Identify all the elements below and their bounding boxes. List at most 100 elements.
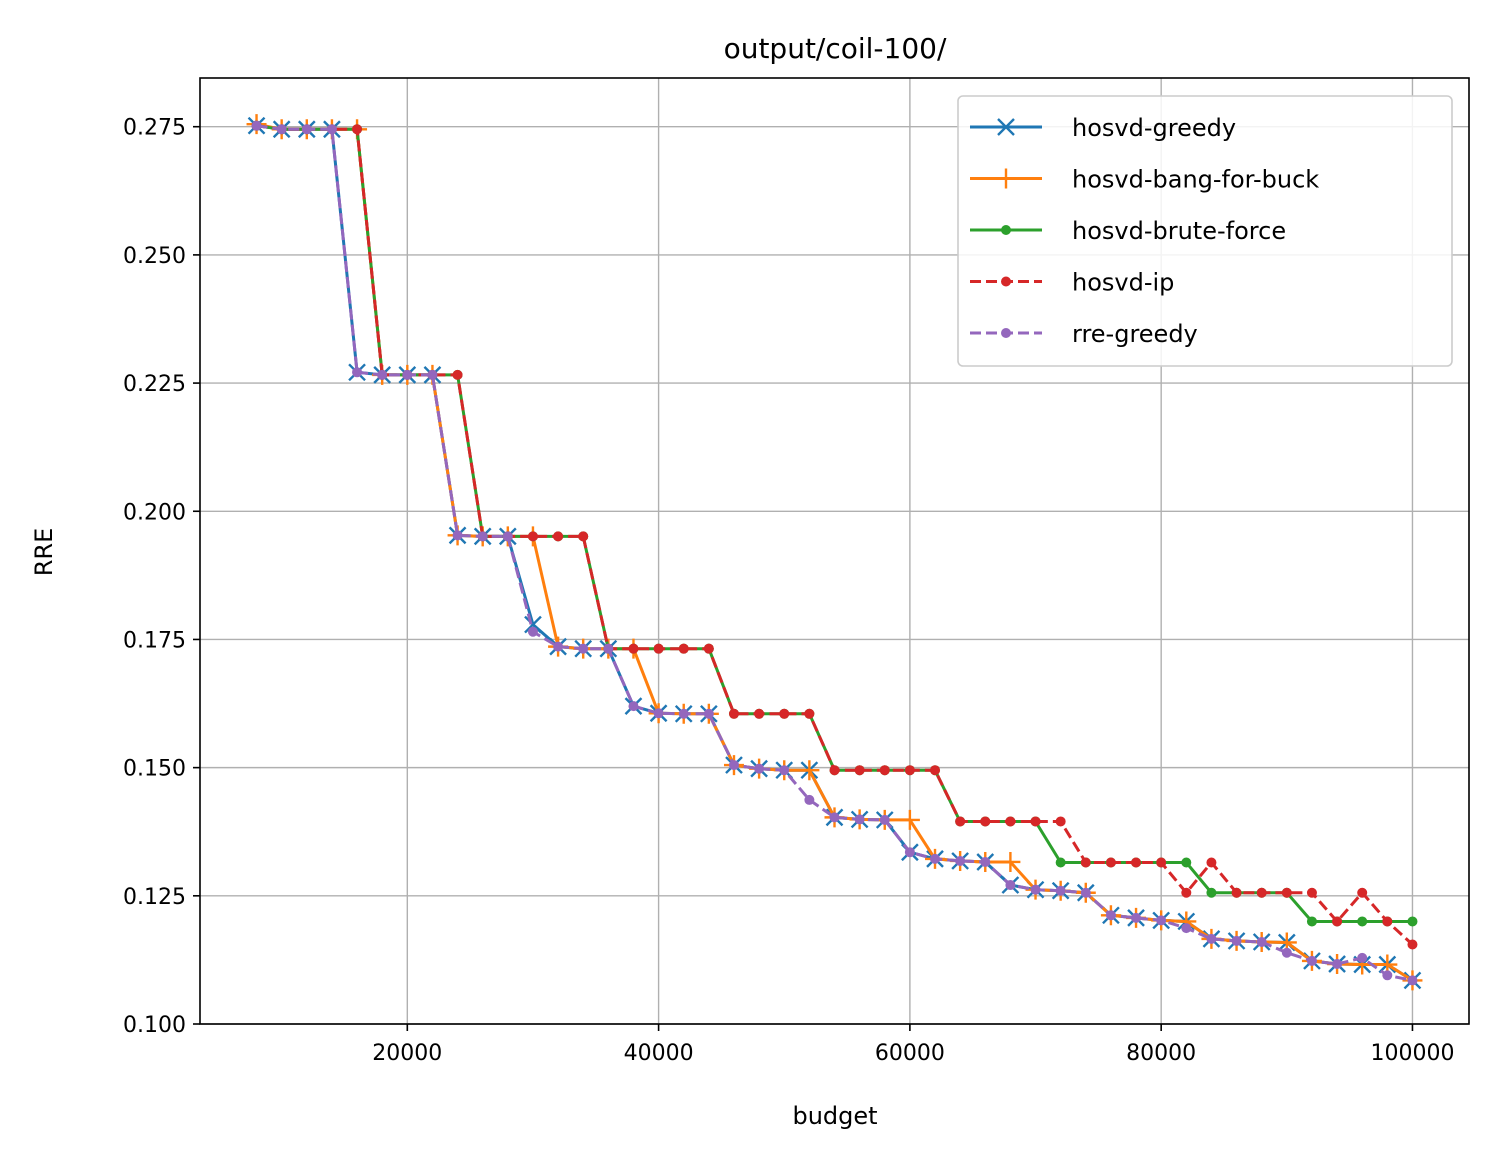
legend-box (957, 95, 1453, 367)
data-point-hosvd-ip (1131, 857, 1142, 868)
data-point-hosvd-ip (829, 765, 840, 776)
data-point-hosvd-ip (1206, 857, 1217, 868)
data-point-rre-greedy (402, 369, 413, 380)
y-tick-label: 0.250 (123, 244, 186, 269)
y-axis-label: RRE (30, 528, 58, 577)
data-point-hosvd-ip (653, 643, 664, 654)
data-point-rre-greedy (452, 530, 463, 541)
data-point-rre-greedy (1306, 955, 1317, 966)
y-tick-label: 0.150 (123, 757, 186, 782)
data-point-hosvd-ip (1382, 916, 1393, 927)
data-point-hosvd-brute-force (1306, 916, 1317, 927)
data-point-hosvd-ip (854, 765, 865, 776)
y-tick-label: 0.125 (123, 885, 186, 910)
data-point-rre-greedy (553, 641, 564, 652)
data-point-rre-greedy (477, 531, 488, 542)
data-point-hosvd-ip (1005, 816, 1016, 827)
data-point-rre-greedy (377, 369, 388, 380)
data-point-rre-greedy (578, 643, 589, 654)
data-point-rre-greedy (1206, 933, 1217, 944)
plot-frame (199, 77, 1470, 1025)
data-point-hosvd-ip (1357, 887, 1368, 898)
x-axis: 20000 40000 60000 80000 100000 (372, 1024, 1454, 1066)
data-point-hosvd-ip (930, 765, 941, 776)
data-point-hosvd-ip (1080, 857, 1091, 868)
x-tick-label: 20000 (372, 1041, 442, 1066)
data-point-rre-greedy (879, 814, 890, 825)
data-point-hosvd-ip (1281, 887, 1292, 898)
data-point-hosvd-ip (1156, 857, 1167, 868)
x-tick-label: 80000 (1126, 1041, 1196, 1066)
data-point-rre-greedy (754, 763, 765, 774)
data-point-rre-greedy (352, 367, 363, 378)
grid (200, 78, 1469, 1025)
data-point-rre-greedy (1181, 923, 1192, 934)
data-point-hosvd-ip (628, 643, 639, 654)
data-point-rre-greedy (1055, 885, 1066, 896)
data-point-rre-greedy (829, 812, 840, 823)
data-point-hosvd-ip (1407, 939, 1418, 950)
data-point-hosvd-ip (1181, 887, 1192, 898)
data-point-rre-greedy (678, 708, 689, 719)
legend-label: hosvd-ip (1072, 269, 1174, 297)
legend-label: rre-greedy (1072, 320, 1198, 348)
data-point-hosvd-ip (1055, 816, 1066, 827)
legend-label: hosvd-brute-force (1072, 217, 1286, 245)
y-tick-label: 0.200 (123, 500, 186, 525)
data-point-hosvd-ip (728, 708, 739, 719)
legend-marker (997, 118, 1015, 136)
data-point-rre-greedy (1231, 935, 1242, 946)
data-point-rre-greedy (527, 626, 538, 637)
data-point-hosvd-greedy (524, 615, 542, 634)
y-tick-label: 0.225 (123, 372, 186, 397)
legend-marker (1001, 328, 1011, 338)
legend-item-hosvd-ip: hosvd-ip (970, 269, 1174, 297)
data-point-hosvd-ip (678, 643, 689, 654)
data-point-hosvd-ip (1105, 857, 1116, 868)
legend: hosvd-greedy hosvd-bang-for-buck hosvd-bru… (957, 95, 1453, 367)
data-point-hosvd-brute-force (1181, 857, 1192, 868)
data-point-rre-greedy (854, 814, 865, 825)
legend-label: hosvd-greedy (1072, 114, 1236, 142)
y-axis: 0.100 0.125 0.150 0.175 0.200 0.225 0.250 0.275 (123, 116, 200, 1038)
data-point-rre-greedy (301, 124, 312, 135)
data-point-rre-greedy (1407, 975, 1418, 986)
series-line-rre-greedy (256, 124, 1413, 982)
legend-item-rre-greedy: rre-greedy (970, 320, 1198, 348)
data-point-hosvd-bang-for-buck (899, 809, 920, 830)
data-point-rre-greedy (1156, 915, 1167, 926)
legend-item-hosvd-greedy: hosvd-greedy (970, 114, 1236, 142)
series-layer (246, 114, 1423, 991)
data-point-hosvd-ip (703, 643, 714, 654)
data-point-hosvd-bang-for-buck (1000, 851, 1021, 872)
data-point-rre-greedy (1382, 970, 1393, 981)
data-point-rre-greedy (427, 369, 438, 380)
chart-title: output/coil-100/ (724, 32, 947, 65)
legend-item-hosvd-bang-for-buck: hosvd-bang-for-buck (970, 166, 1319, 194)
legend-marker (1001, 225, 1011, 235)
data-point-rre-greedy (703, 708, 714, 719)
data-point-hosvd-ip (804, 708, 815, 719)
data-point-hosvd-ip (352, 124, 363, 135)
y-tick-label: 0.275 (123, 116, 186, 141)
data-point-hosvd-ip (955, 816, 966, 827)
data-point-rre-greedy (1030, 884, 1041, 895)
data-point-hosvd-ip (1332, 916, 1343, 927)
data-point-hosvd-ip (1256, 887, 1267, 898)
x-tick-label: 60000 (875, 1041, 945, 1066)
data-point-hosvd-ip (452, 369, 463, 380)
data-point-rre-greedy (930, 853, 941, 864)
x-axis-label: budget (792, 1102, 877, 1130)
data-point-rre-greedy (804, 794, 815, 805)
data-point-rre-greedy (779, 765, 790, 776)
legend-item-hosvd-brute-force: hosvd-brute-force (970, 217, 1286, 245)
x-tick-label: 100000 (1370, 1041, 1454, 1066)
data-point-rre-greedy (1281, 947, 1292, 958)
y-tick-label: 0.100 (123, 1013, 186, 1038)
data-point-hosvd-ip (980, 816, 991, 827)
data-point-rre-greedy (728, 760, 739, 771)
data-point-hosvd-ip (527, 531, 538, 542)
data-point-hosvd-brute-force (1407, 916, 1418, 927)
data-point-rre-greedy (1080, 887, 1091, 898)
